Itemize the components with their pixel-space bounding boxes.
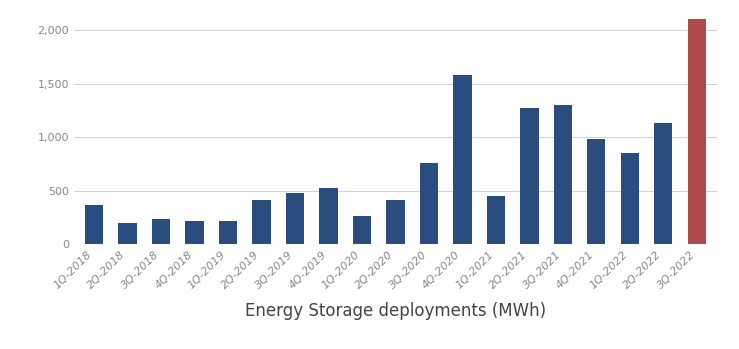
Bar xyxy=(654,123,672,244)
Bar xyxy=(386,200,404,244)
Bar xyxy=(219,221,237,244)
Bar xyxy=(319,187,338,244)
Bar xyxy=(621,153,639,244)
Bar xyxy=(252,200,270,244)
Bar xyxy=(118,223,137,244)
Bar xyxy=(286,193,304,244)
Bar xyxy=(554,105,572,244)
Bar xyxy=(486,196,505,244)
Bar xyxy=(185,221,204,244)
Bar xyxy=(587,139,605,244)
Bar xyxy=(353,216,371,244)
Bar xyxy=(520,108,539,244)
Bar xyxy=(420,163,438,244)
X-axis label: Energy Storage deployments (MWh): Energy Storage deployments (MWh) xyxy=(245,302,546,320)
Bar xyxy=(687,19,706,244)
Bar xyxy=(85,205,103,244)
Bar xyxy=(453,75,471,244)
Bar xyxy=(151,218,170,244)
